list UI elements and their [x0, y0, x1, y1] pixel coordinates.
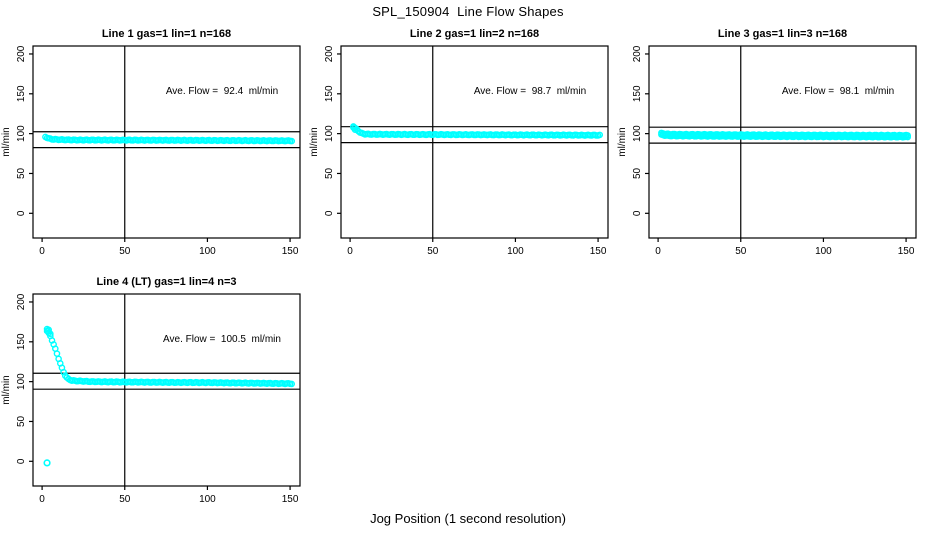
x-tick-label: 0: [39, 494, 45, 505]
x-tick-label: 150: [282, 494, 299, 505]
y-tick-label: 200: [632, 45, 643, 62]
panel-2: 0 50 100 150 0 50 100 150 200 ml/min: [309, 45, 609, 257]
data-point: [351, 126, 359, 133]
panel-1: 0 50 100 150 0 50 100 150 200 ml/min: [1, 45, 301, 257]
y-axis-title: ml/min: [309, 127, 320, 156]
y-tick-label: 150: [632, 85, 643, 102]
data-point: [350, 123, 357, 130]
y-tick-label: 100: [324, 125, 335, 142]
panel-1-annotation: Ave. Flow = 92.4 ml/min: [165, 86, 279, 97]
panel-3-title: Line 3 gas=1 lin=3 n=168: [717, 28, 848, 40]
y-tick-label: 100: [16, 373, 27, 390]
x-tick-label: 100: [199, 494, 216, 505]
x-tick-label: 0: [39, 246, 45, 257]
x-tick-label: 50: [735, 246, 747, 257]
panel-3-annotation: Ave. Flow = 98.1 ml/min: [781, 86, 895, 97]
figure-title: SPL_150904 Line Flow Shapes: [372, 4, 564, 19]
data-point: [288, 380, 296, 388]
y-tick-label: 50: [16, 415, 27, 427]
y-tick-label: 200: [16, 45, 27, 62]
y-tick-label: 100: [632, 125, 643, 142]
x-tick-label: 100: [815, 246, 832, 257]
y-axis-title: ml/min: [1, 375, 12, 404]
y-tick-label: 150: [16, 333, 27, 350]
y-axis-title: ml/min: [1, 127, 12, 156]
x-tick-label: 150: [282, 246, 299, 257]
x-tick-label: 100: [507, 246, 524, 257]
y-tick-label: 200: [324, 45, 335, 62]
plot-box: [648, 45, 917, 239]
x-tick-label: 0: [655, 246, 661, 257]
panel-3: 0 50 100 150 0 50 100 150 200 ml/min: [617, 45, 917, 257]
x-tick-label: 0: [347, 246, 353, 257]
x-tick-label: 100: [199, 246, 216, 257]
y-axis-title: ml/min: [617, 127, 628, 156]
x-tick-label: 150: [898, 246, 915, 257]
plot-box: [32, 45, 301, 239]
data-point: [596, 131, 604, 139]
y-tick-label: 0: [324, 210, 335, 216]
x-tick-label: 50: [119, 494, 131, 505]
y-tick-label: 200: [16, 293, 27, 310]
plot-box: [32, 293, 301, 487]
panel-4: 0 50 100 150 0 50 100 150 200 ml/min: [1, 293, 301, 505]
data-point: [53, 350, 61, 357]
data-point: [47, 330, 54, 338]
panel-1-title: Line 1 gas=1 lin=1 n=168: [101, 28, 232, 40]
panel-4-title: Line 4 (LT) gas=1 lin=4 n=3: [96, 276, 237, 288]
data-point: [288, 137, 296, 145]
plot-box: [340, 45, 609, 239]
x-tick-label: 50: [119, 246, 131, 257]
x-axis-label: Jog Position (1 second resolution): [370, 511, 566, 526]
panel-2-title: Line 2 gas=1 lin=2 n=168: [409, 28, 540, 40]
panel-4-annotation: Ave. Flow = 100.5 ml/min: [163, 334, 281, 345]
y-tick-label: 0: [632, 210, 643, 216]
x-tick-label: 150: [590, 246, 607, 257]
y-tick-label: 100: [16, 125, 27, 142]
y-tick-label: 150: [324, 85, 335, 102]
panel-2-annotation: Ave. Flow = 98.7 ml/min: [473, 86, 587, 97]
y-tick-label: 50: [324, 167, 335, 179]
y-tick-label: 0: [16, 458, 27, 464]
outlier-point: [43, 459, 51, 467]
data-point: [904, 133, 912, 141]
y-tick-label: 50: [16, 167, 27, 179]
y-tick-label: 50: [632, 167, 643, 179]
data-point: [60, 368, 67, 376]
y-tick-label: 0: [16, 210, 27, 216]
y-tick-label: 150: [16, 85, 27, 102]
x-tick-label: 50: [427, 246, 439, 257]
